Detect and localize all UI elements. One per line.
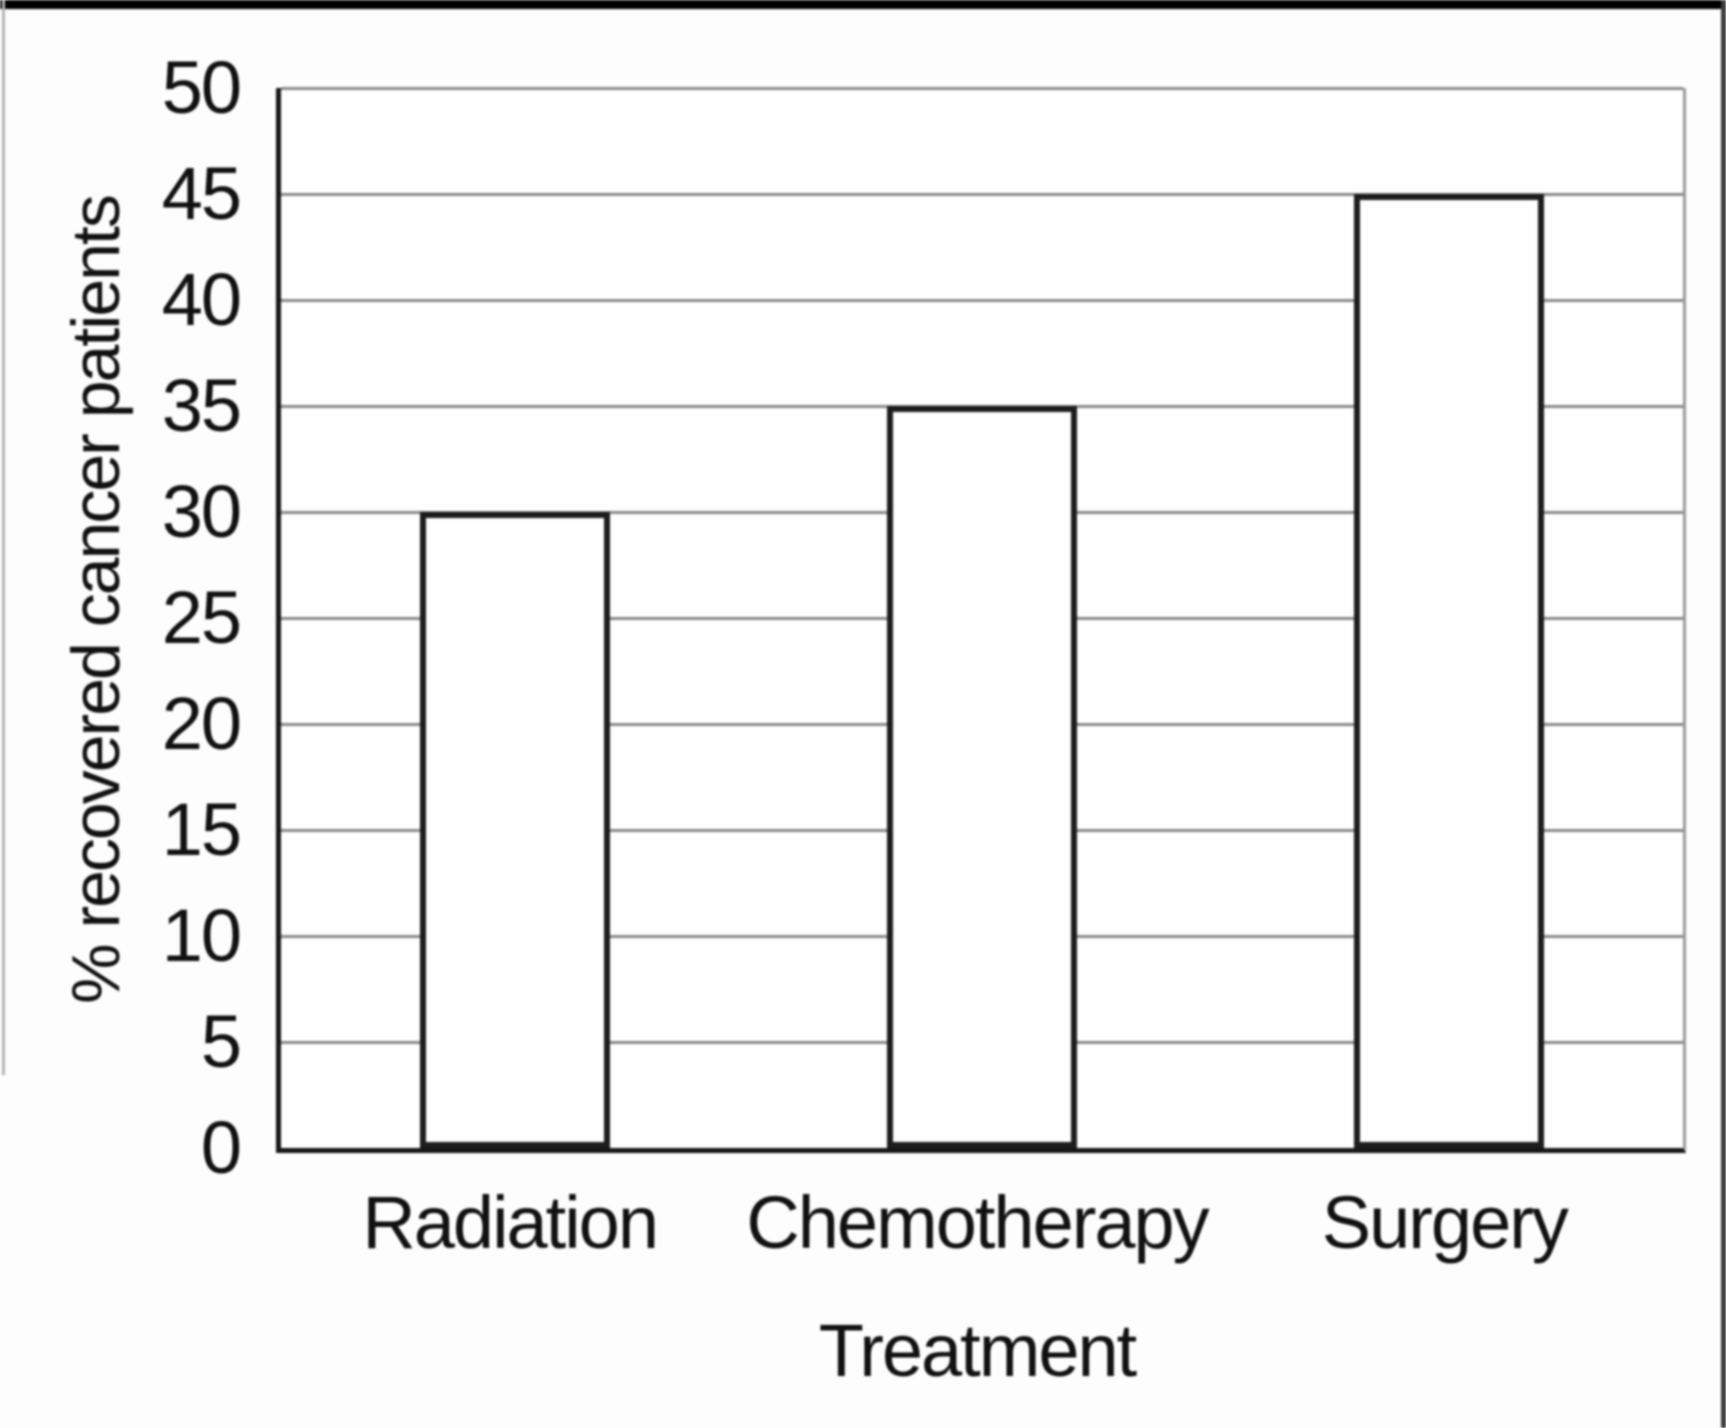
y-tick-label-25: 25 <box>161 576 242 659</box>
bar-radiation <box>419 512 610 1148</box>
x-category-label-radiation: Radiation <box>362 1181 659 1264</box>
gridline-50 <box>281 86 1683 90</box>
y-tick-label-45: 45 <box>161 152 242 235</box>
y-tick-label-0: 0 <box>200 1106 242 1189</box>
gridline-40 <box>281 298 1683 302</box>
x-category-label-chemotherapy: Chemotherapy <box>746 1181 1209 1264</box>
x-category-label-surgery: Surgery <box>1321 1181 1569 1264</box>
y-tick-label-50: 50 <box>161 46 242 129</box>
y-tick-label-30: 30 <box>161 470 242 553</box>
y-tick-label-10: 10 <box>161 894 242 977</box>
y-tick-label-20: 20 <box>161 682 242 765</box>
gridline-45 <box>281 192 1683 196</box>
right-edge-border <box>1721 0 1726 1428</box>
y-tick-label-40: 40 <box>161 258 242 341</box>
top-edge-border <box>0 0 1726 9</box>
y-tick-label-5: 5 <box>200 1000 242 1083</box>
left-edge-border <box>2 0 5 1075</box>
plot-area <box>276 86 1686 1153</box>
y-tick-label-15: 15 <box>161 788 242 871</box>
bar-chemotherapy <box>887 406 1077 1148</box>
bar-surgery <box>1354 194 1545 1148</box>
x-axis-title: Treatment <box>818 1309 1137 1392</box>
y-tick-label-35: 35 <box>161 364 242 447</box>
